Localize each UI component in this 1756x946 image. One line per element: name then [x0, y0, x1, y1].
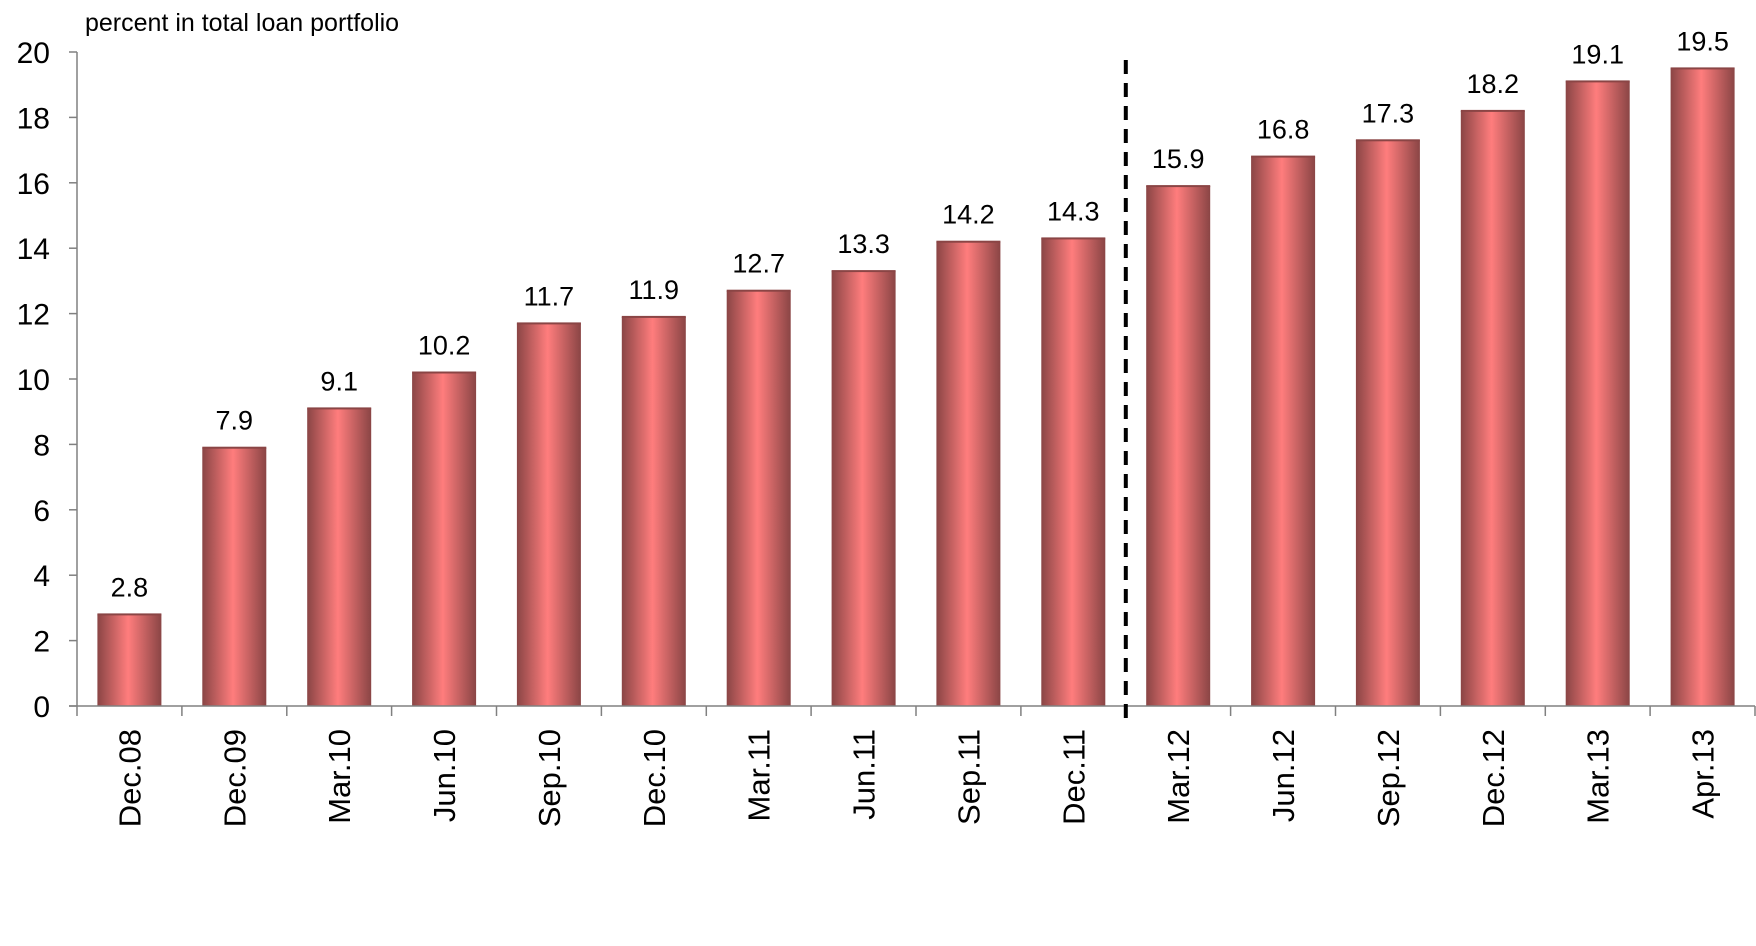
bar-top-Dec.08: [97, 613, 162, 616]
data-label-Jun.11: 13.3: [837, 229, 890, 259]
data-label-Dec.11: 14.3: [1047, 196, 1100, 226]
y-tick-label-20: 20: [17, 37, 50, 70]
x-tick-label-Sep.12: Sep.12: [1371, 729, 1406, 827]
x-tick-label-Dec.10: Dec.10: [637, 729, 672, 827]
bar-Dec.11: [1041, 238, 1106, 706]
data-label-Mar.10: 9.1: [320, 366, 358, 396]
x-tick-label-Jun.10: Jun.10: [427, 729, 462, 822]
x-tick-label-Mar.13: Mar.13: [1581, 729, 1616, 824]
bar-Sep.10: [516, 323, 581, 706]
data-label-Mar.12: 15.9: [1152, 144, 1205, 174]
y-tick-label-18: 18: [17, 102, 50, 135]
data-labels-group: 2.8 7.9 9.1 10.2 11.7 11.9 12.7 13.3 14.2 14.3 15.…: [111, 26, 1729, 602]
x-tick-label-Sep.10: Sep.10: [532, 729, 567, 827]
y-axis-unit-label: percent in total loan portfolio: [85, 9, 399, 37]
bar-Jun.11: [831, 271, 896, 706]
bar-Mar.13: [1565, 81, 1630, 706]
y-tick-label-10: 10: [17, 364, 50, 397]
bar-Sep.12: [1355, 140, 1420, 707]
x-tick-labels-group: Dec.08 Dec.09 Mar.10 Jun.10 Sep.10 Dec.10 Mar.…: [112, 729, 1720, 827]
data-label-Dec.09: 7.9: [216, 406, 254, 436]
bar-top-Dec.09: [202, 446, 267, 449]
bar-top-Sep.10: [516, 322, 581, 325]
data-label-Mar.13: 19.1: [1571, 39, 1624, 69]
bar-Dec.12: [1460, 110, 1525, 706]
bar-Jun.10: [412, 372, 477, 706]
bar-Dec.10: [621, 316, 686, 706]
data-label-Dec.12: 18.2: [1467, 69, 1520, 99]
bar-top-Mar.12: [1146, 185, 1211, 188]
bar-top-Jun.12: [1251, 155, 1316, 158]
bar-Dec.08: [97, 614, 162, 706]
bar-Mar.12: [1146, 186, 1211, 707]
bar-top-Dec.10: [621, 315, 686, 318]
y-tick-label-6: 6: [33, 495, 50, 528]
x-tick-label-Dec.11: Dec.11: [1056, 729, 1091, 825]
x-tick-label-Apr.13: Apr.13: [1686, 729, 1721, 819]
bar-top-Mar.11: [726, 289, 791, 292]
x-tick-label-Mar.10: Mar.10: [322, 729, 357, 824]
x-tick-label-Jun.11: Jun.11: [847, 729, 882, 820]
bar-top-Mar.10: [307, 407, 372, 410]
y-tick-label-16: 16: [17, 168, 50, 201]
bar-Mar.10: [307, 408, 372, 706]
bar-Sep.11: [936, 241, 1001, 706]
bar-Apr.13: [1670, 68, 1735, 706]
data-label-Apr.13: 19.5: [1676, 26, 1729, 56]
y-tick-label-0: 0: [33, 691, 50, 724]
bar-top-Jun.11: [831, 270, 896, 273]
axes-group: [69, 51, 1756, 716]
bar-top-Dec.12: [1460, 109, 1525, 112]
y-tick-label-4: 4: [33, 560, 50, 593]
y-tick-label-2: 2: [33, 626, 50, 659]
bar-top-Sep.12: [1355, 139, 1420, 142]
x-tick-label-Mar.11: Mar.11: [742, 729, 777, 821]
x-tick-label-Jun.12: Jun.12: [1266, 729, 1301, 822]
bar-Dec.09: [202, 447, 267, 706]
bars-group: [97, 67, 1735, 707]
data-label-Sep.11: 14.2: [942, 200, 995, 230]
bar-top-Apr.13: [1670, 67, 1735, 70]
data-label-Dec.10: 11.9: [629, 275, 680, 305]
data-label-Sep.10: 11.7: [524, 281, 575, 311]
bar-top-Jun.10: [412, 371, 477, 374]
data-label-Mar.11: 12.7: [732, 249, 785, 279]
x-tick-label-Sep.11: Sep.11: [951, 729, 986, 825]
bar-top-Mar.13: [1565, 80, 1630, 83]
y-tick-label-14: 14: [17, 233, 50, 266]
y-tick-label-8: 8: [33, 429, 50, 462]
bar-Jun.12: [1251, 156, 1316, 707]
bar-top-Dec.11: [1041, 237, 1106, 240]
y-tick-labels-group: 0 2 4 6 8 10 12 14 16 18 20: [17, 37, 50, 724]
data-label-Jun.10: 10.2: [418, 331, 471, 361]
x-tick-label-Dec.12: Dec.12: [1476, 729, 1511, 827]
y-tick-label-12: 12: [17, 299, 50, 332]
bar-Mar.11: [726, 290, 791, 706]
x-tick-label-Mar.12: Mar.12: [1161, 729, 1196, 824]
data-label-Jun.12: 16.8: [1257, 115, 1310, 145]
bar-top-Sep.11: [936, 240, 1001, 243]
x-tick-label-Dec.09: Dec.09: [217, 729, 252, 827]
x-tick-label-Dec.08: Dec.08: [112, 729, 147, 827]
data-label-Dec.08: 2.8: [111, 572, 149, 602]
data-label-Sep.12: 17.3: [1362, 98, 1415, 128]
